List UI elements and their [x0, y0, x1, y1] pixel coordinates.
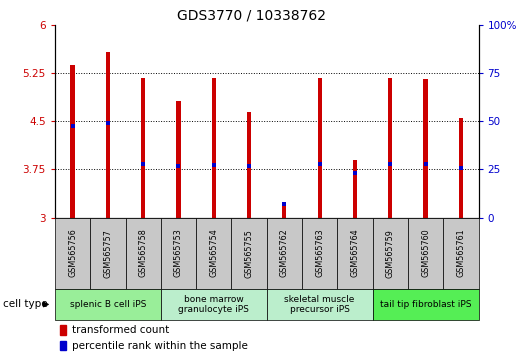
Text: GSM565753: GSM565753: [174, 229, 183, 278]
Bar: [71, 65, 75, 218]
Text: GSM565755: GSM565755: [245, 229, 254, 278]
Bar: [317, 78, 322, 218]
Bar: [126, 218, 161, 289]
Bar: [372, 218, 408, 289]
Bar: [196, 218, 231, 289]
Text: GDS3770 / 10338762: GDS3770 / 10338762: [177, 9, 325, 23]
Bar: [337, 218, 372, 289]
Bar: [247, 112, 251, 218]
Bar: [459, 118, 463, 218]
Text: GSM565758: GSM565758: [139, 229, 147, 278]
Bar: [388, 78, 392, 218]
Bar: [443, 218, 479, 289]
Bar: [267, 289, 372, 320]
Text: GSM565759: GSM565759: [386, 229, 395, 278]
Bar: [424, 79, 428, 218]
Bar: [106, 52, 110, 218]
Text: percentile rank within the sample: percentile rank within the sample: [72, 341, 247, 351]
Bar: [282, 202, 287, 218]
Text: GSM565761: GSM565761: [457, 229, 465, 278]
Text: GSM565764: GSM565764: [350, 229, 359, 278]
Bar: [176, 101, 180, 218]
Text: tail tip fibroblast iPS: tail tip fibroblast iPS: [380, 300, 471, 309]
Text: cell type: cell type: [3, 299, 47, 309]
Bar: [408, 218, 443, 289]
Bar: [90, 218, 126, 289]
Bar: [141, 78, 145, 218]
Bar: [372, 289, 479, 320]
Bar: [231, 218, 267, 289]
Text: splenic B cell iPS: splenic B cell iPS: [70, 300, 146, 309]
Bar: [55, 289, 161, 320]
Bar: [161, 218, 196, 289]
Text: GSM565763: GSM565763: [315, 229, 324, 278]
Text: transformed count: transformed count: [72, 325, 169, 335]
Text: skeletal muscle
precursor iPS: skeletal muscle precursor iPS: [285, 295, 355, 314]
Bar: [161, 289, 267, 320]
Text: GSM565760: GSM565760: [421, 229, 430, 278]
Bar: [302, 218, 337, 289]
Text: GSM565757: GSM565757: [104, 229, 112, 278]
Text: GSM565762: GSM565762: [280, 229, 289, 278]
Text: bone marrow
granulocyte iPS: bone marrow granulocyte iPS: [178, 295, 249, 314]
Text: GSM565756: GSM565756: [68, 229, 77, 278]
Text: GSM565754: GSM565754: [209, 229, 218, 278]
Bar: [353, 160, 357, 218]
Bar: [55, 218, 90, 289]
Bar: [212, 78, 216, 218]
Bar: [267, 218, 302, 289]
